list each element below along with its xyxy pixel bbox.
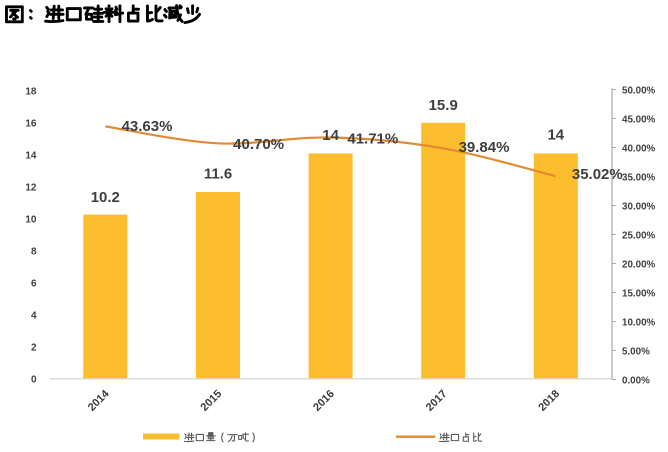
svg-text:12: 12	[25, 183, 37, 194]
svg-text:16: 16	[25, 119, 37, 130]
svg-text:15.9: 15.9	[429, 97, 458, 114]
svg-text:14: 14	[547, 126, 564, 143]
svg-text:41.71%: 41.71%	[347, 130, 398, 147]
svg-text:0: 0	[31, 375, 37, 386]
svg-text:10: 10	[25, 215, 37, 226]
svg-text:14: 14	[25, 151, 37, 162]
svg-text:40.70%: 40.70%	[233, 136, 284, 153]
svg-text:2: 2	[31, 343, 37, 354]
svg-text:39.84%: 39.84%	[459, 139, 510, 156]
svg-text:4: 4	[31, 311, 37, 322]
svg-text:15.00%: 15.00%	[622, 288, 656, 299]
svg-text:45.00%: 45.00%	[622, 114, 656, 125]
svg-text:20.00%: 20.00%	[622, 259, 656, 270]
svg-text:11.6: 11.6	[204, 165, 232, 182]
svg-text:43.63%: 43.63%	[122, 118, 173, 135]
svg-text:50.00%: 50.00%	[622, 85, 656, 96]
svg-text:0.00%: 0.00%	[622, 375, 650, 386]
svg-text:40.00%: 40.00%	[622, 143, 656, 154]
svg-text:18: 18	[25, 87, 37, 98]
svg-text:5.00%: 5.00%	[622, 346, 650, 357]
svg-text:35.02%: 35.02%	[572, 166, 623, 183]
svg-text:8: 8	[31, 247, 37, 258]
svg-text:35.00%: 35.00%	[622, 172, 656, 183]
svg-text:10.00%: 10.00%	[622, 317, 656, 328]
svg-text:6: 6	[31, 279, 37, 290]
svg-text:25.00%: 25.00%	[622, 230, 656, 241]
svg-text:14: 14	[322, 127, 339, 144]
svg-text:30.00%: 30.00%	[622, 201, 656, 212]
svg-text:10.2: 10.2	[91, 189, 120, 206]
